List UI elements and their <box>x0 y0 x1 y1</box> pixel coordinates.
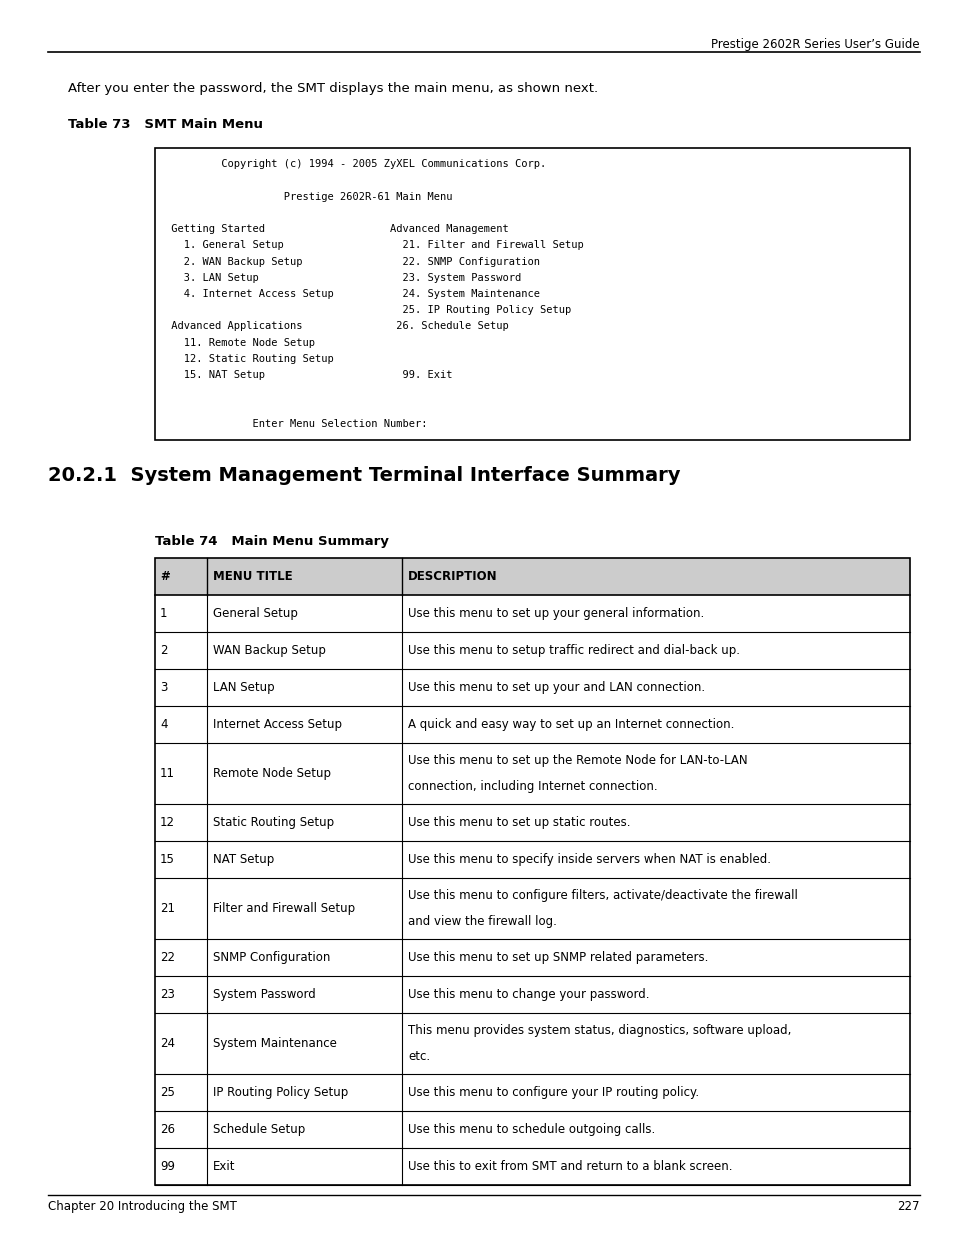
Text: 3: 3 <box>160 680 167 694</box>
Text: 99: 99 <box>160 1160 174 1173</box>
Text: 4. Internet Access Setup           24. System Maintenance: 4. Internet Access Setup 24. System Main… <box>165 289 539 299</box>
Bar <box>154 148 909 440</box>
Bar <box>154 558 909 1186</box>
Text: A quick and easy way to set up an Internet connection.: A quick and easy way to set up an Intern… <box>408 718 734 731</box>
Text: 2: 2 <box>160 643 168 657</box>
Text: Getting Started                    Advanced Management: Getting Started Advanced Management <box>165 224 508 235</box>
Text: Prestige 2602R Series User’s Guide: Prestige 2602R Series User’s Guide <box>711 38 919 51</box>
Text: Copyright (c) 1994 - 2005 ZyXEL Communications Corp.: Copyright (c) 1994 - 2005 ZyXEL Communic… <box>165 159 546 169</box>
Text: Use this menu to set up your general information.: Use this menu to set up your general inf… <box>408 606 703 620</box>
Text: and view the firewall log.: and view the firewall log. <box>408 915 557 929</box>
Text: Prestige 2602R-61 Main Menu: Prestige 2602R-61 Main Menu <box>165 191 452 201</box>
Text: Use this menu to specify inside servers when NAT is enabled.: Use this menu to specify inside servers … <box>408 853 770 866</box>
Text: connection, including Internet connection.: connection, including Internet connectio… <box>408 781 657 793</box>
Text: 20.2.1  System Management Terminal Interface Summary: 20.2.1 System Management Terminal Interf… <box>48 466 679 485</box>
Text: Use this menu to change your password.: Use this menu to change your password. <box>408 988 649 1002</box>
Text: Use this menu to set up the Remote Node for LAN-to-LAN: Use this menu to set up the Remote Node … <box>408 753 747 767</box>
Text: IP Routing Policy Setup: IP Routing Policy Setup <box>213 1086 348 1099</box>
Text: Use this menu to set up your and LAN connection.: Use this menu to set up your and LAN con… <box>408 680 704 694</box>
Text: 4: 4 <box>160 718 168 731</box>
Text: LAN Setup: LAN Setup <box>213 680 274 694</box>
Text: Filter and Firewall Setup: Filter and Firewall Setup <box>213 902 355 915</box>
Text: 2. WAN Backup Setup                22. SNMP Configuration: 2. WAN Backup Setup 22. SNMP Configurati… <box>165 257 539 267</box>
Text: MENU TITLE: MENU TITLE <box>213 571 293 583</box>
Text: Enter Menu Selection Number:: Enter Menu Selection Number: <box>165 419 427 429</box>
Text: #: # <box>160 571 170 583</box>
Text: Internet Access Setup: Internet Access Setup <box>213 718 341 731</box>
Text: 11: 11 <box>160 767 174 781</box>
Text: Exit: Exit <box>213 1160 235 1173</box>
Text: NAT Setup: NAT Setup <box>213 853 274 866</box>
Text: 15. NAT Setup                      99. Exit: 15. NAT Setup 99. Exit <box>165 370 452 380</box>
Text: 15: 15 <box>160 853 174 866</box>
Text: WAN Backup Setup: WAN Backup Setup <box>213 643 326 657</box>
Text: Use this menu to configure your IP routing policy.: Use this menu to configure your IP routi… <box>408 1086 699 1099</box>
Text: 227: 227 <box>897 1200 919 1213</box>
Text: 26: 26 <box>160 1123 174 1136</box>
Bar <box>154 558 909 595</box>
Text: After you enter the password, the SMT displays the main menu, as shown next.: After you enter the password, the SMT di… <box>68 82 598 95</box>
Text: 21: 21 <box>160 902 174 915</box>
Text: 25: 25 <box>160 1086 174 1099</box>
Text: Static Routing Setup: Static Routing Setup <box>213 816 334 829</box>
Text: Schedule Setup: Schedule Setup <box>213 1123 305 1136</box>
Text: Use this menu to schedule outgoing calls.: Use this menu to schedule outgoing calls… <box>408 1123 655 1136</box>
Text: General Setup: General Setup <box>213 606 297 620</box>
Text: 12: 12 <box>160 816 174 829</box>
Text: Use this menu to set up SNMP related parameters.: Use this menu to set up SNMP related par… <box>408 951 708 965</box>
Text: Chapter 20 Introducing the SMT: Chapter 20 Introducing the SMT <box>48 1200 236 1213</box>
Text: Table 74   Main Menu Summary: Table 74 Main Menu Summary <box>154 535 389 548</box>
Text: 11. Remote Node Setup: 11. Remote Node Setup <box>165 337 314 348</box>
Text: 22: 22 <box>160 951 174 965</box>
Text: SNMP Configuration: SNMP Configuration <box>213 951 330 965</box>
Text: DESCRIPTION: DESCRIPTION <box>408 571 497 583</box>
Text: Remote Node Setup: Remote Node Setup <box>213 767 331 781</box>
Text: System Password: System Password <box>213 988 315 1002</box>
Text: 1. General Setup                   21. Filter and Firewall Setup: 1. General Setup 21. Filter and Firewall… <box>165 241 583 251</box>
Text: 24: 24 <box>160 1037 174 1050</box>
Text: etc.: etc. <box>408 1051 430 1063</box>
Text: 1: 1 <box>160 606 168 620</box>
Text: Table 73   SMT Main Menu: Table 73 SMT Main Menu <box>68 119 263 131</box>
Text: Use this to exit from SMT and return to a blank screen.: Use this to exit from SMT and return to … <box>408 1160 732 1173</box>
Text: Use this menu to configure filters, activate/deactivate the firewall: Use this menu to configure filters, acti… <box>408 888 797 902</box>
Text: 3. LAN Setup                       23. System Password: 3. LAN Setup 23. System Password <box>165 273 520 283</box>
Text: This menu provides system status, diagnostics, software upload,: This menu provides system status, diagno… <box>408 1024 791 1036</box>
Text: Advanced Applications               26. Schedule Setup: Advanced Applications 26. Schedule Setup <box>165 321 508 331</box>
Text: Use this menu to set up static routes.: Use this menu to set up static routes. <box>408 816 630 829</box>
Text: 12. Static Routing Setup: 12. Static Routing Setup <box>165 354 334 364</box>
Text: 23: 23 <box>160 988 174 1002</box>
Text: 25. IP Routing Policy Setup: 25. IP Routing Policy Setup <box>165 305 571 315</box>
Text: Use this menu to setup traffic redirect and dial-back up.: Use this menu to setup traffic redirect … <box>408 643 740 657</box>
Text: System Maintenance: System Maintenance <box>213 1037 336 1050</box>
